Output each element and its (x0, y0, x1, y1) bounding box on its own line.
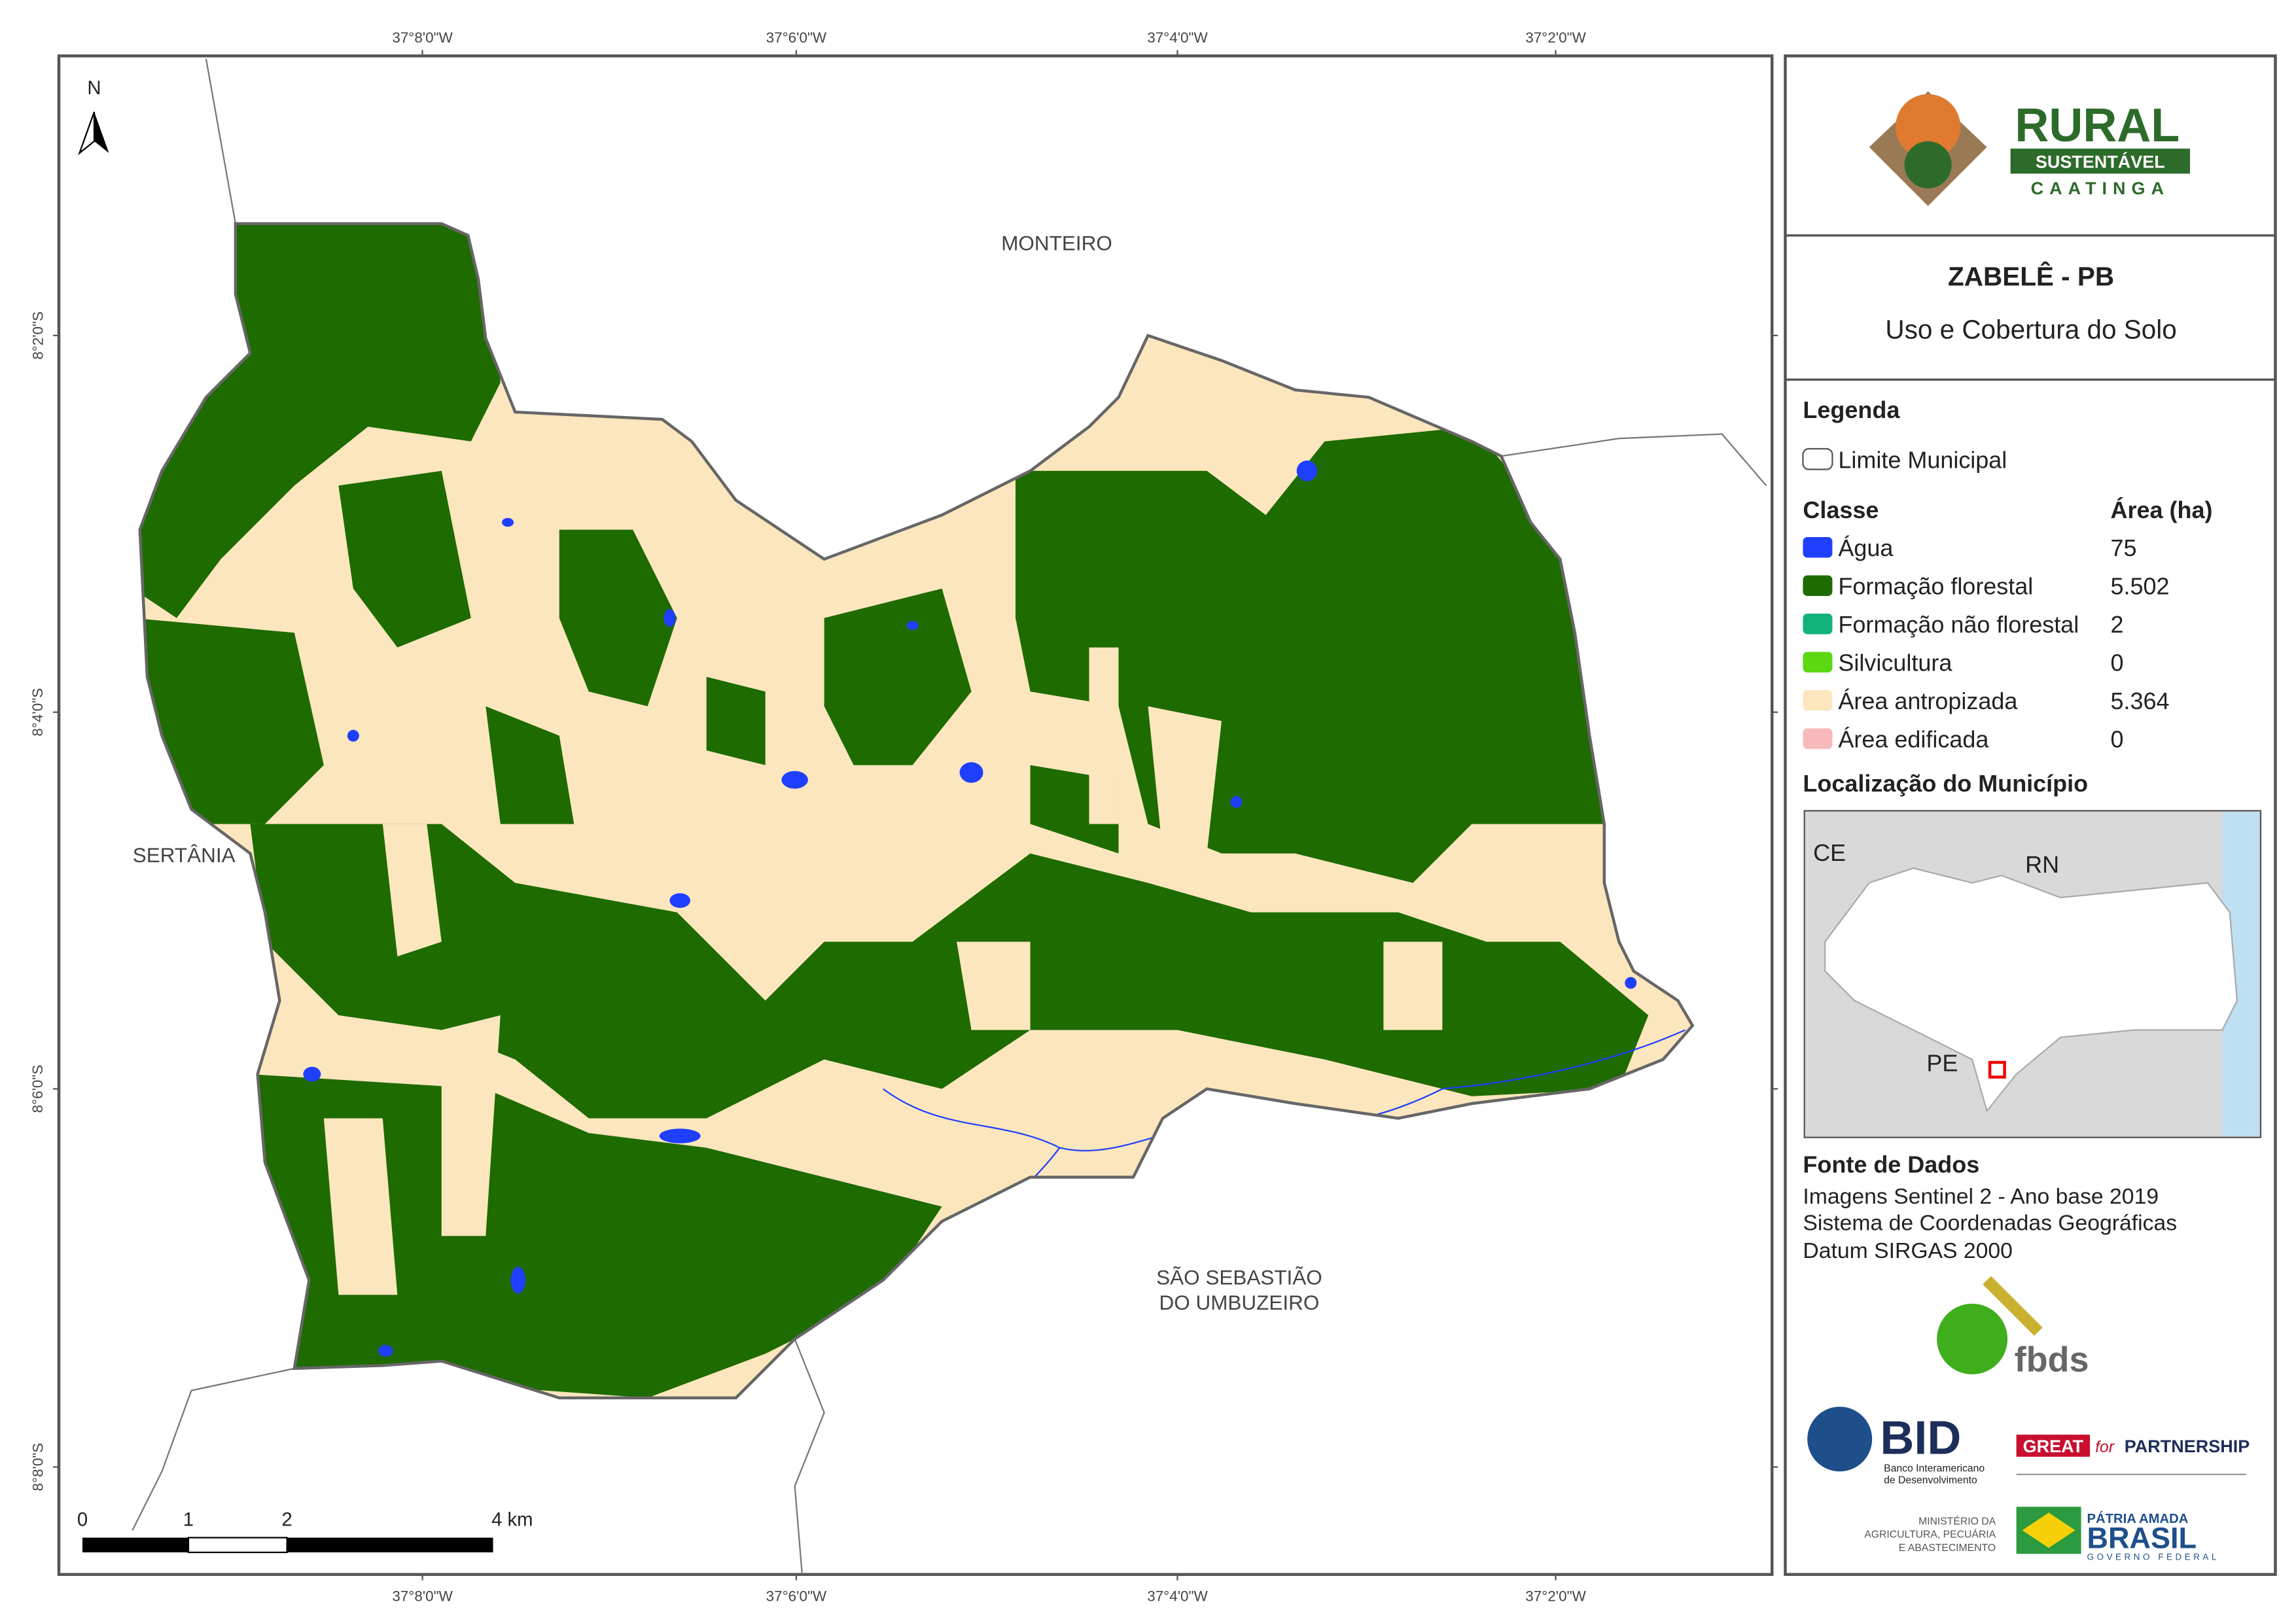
logo-text: SUSTENTÁVEL (2036, 151, 2165, 171)
lon-label: 37°2'0"W (1525, 29, 1586, 46)
legend-area: 5.364 (2111, 688, 2170, 714)
legend-rows: Água 75 Formação florestal 5.502 Formação nã… (1803, 534, 2170, 753)
logo-text: MINISTÉRIO DA (1918, 1514, 1996, 1527)
logo-text: BID (1880, 1412, 1961, 1464)
sources-line: Sistema de Coordenadas Geográficas (1803, 1210, 2177, 1235)
legend-area: 0 (2111, 726, 2124, 753)
lon-label: 37°6'0"W (766, 1588, 827, 1604)
logo-text: CAATINGA (2031, 179, 2170, 198)
north-label: N (87, 78, 101, 99)
map-subtitle: Uso e Cobertura do Solo (1885, 314, 2176, 344)
legend-swatch (1803, 537, 1833, 558)
lat-label: 8°2'0"S (29, 311, 46, 360)
lon-label: 37°8'0"W (392, 29, 453, 46)
legend-class: Silvicultura (1838, 650, 1952, 676)
lon-label: 37°4'0"W (1147, 1588, 1208, 1604)
legend-swatch (1803, 652, 1833, 672)
location-heading: Localização do Município (1803, 770, 2088, 797)
legend-class: Formação não florestal (1838, 611, 2079, 638)
scale-label: 1 (183, 1510, 194, 1531)
lat-label: 8°4'0"S (29, 688, 46, 737)
legend-class: Área antropizada (1838, 688, 2017, 714)
legend-header: Classe (1803, 497, 1879, 523)
inset-label: CE (1813, 839, 1846, 866)
logo-text: BRASIL (2087, 1521, 2197, 1554)
scale-label: 4 km (491, 1510, 533, 1531)
legend-header: Área (ha) (2111, 497, 2213, 523)
legend-area: 0 (2111, 650, 2124, 676)
legend-area: 5.502 (2111, 573, 2170, 600)
lon-label: 37°2'0"W (1525, 1588, 1586, 1604)
map-title: ZABELÊ - PB (1948, 261, 2114, 291)
legend-area: 2 (2111, 611, 2124, 638)
lat-label: 8°8'0"S (29, 1443, 46, 1492)
logo-text: GOVERNO FEDERAL (2087, 1552, 2219, 1562)
place-label: MONTEIRO (1001, 231, 1112, 254)
logo-text: for (2095, 1439, 2115, 1456)
lon-label: 37°8'0"W (392, 1588, 453, 1604)
legend-label: Limite Municipal (1838, 446, 2007, 473)
sources-heading: Fonte de Dados (1803, 1151, 1979, 1178)
legend-swatch (1803, 575, 1833, 596)
scale-label: 0 (77, 1510, 88, 1531)
inset-label: RN (2025, 851, 2059, 878)
legend-swatch (1803, 689, 1833, 711)
partner-logos: fbds BID Banco Interamericano de Desenvo… (1807, 1276, 2250, 1562)
logo-text: de Desenvolvimento (1884, 1475, 1977, 1486)
logo-text: E ABASTECIMENTO (1899, 1543, 1996, 1554)
scale-label: 2 (282, 1510, 292, 1531)
lon-label: 37°6'0"W (766, 29, 827, 46)
coordinate-labels: 37°8'0"W 37°8'0"W 37°6'0"W 37°6'0"W 37°4'0"W… (29, 29, 1586, 1604)
place-label: SERTÂNIA (133, 843, 236, 867)
logo-text: fbds (2015, 1340, 2089, 1379)
lat-label: 8°6'0"S (29, 1065, 46, 1113)
legend-class: Formação florestal (1838, 573, 2033, 600)
sources-line: Datum SIRGAS 2000 (1803, 1238, 2012, 1263)
lon-label: 37°4'0"W (1147, 29, 1208, 46)
logo-text: PARTNERSHIP (2125, 1437, 2250, 1456)
logo-text: PÁTRIA AMADA (2087, 1511, 2189, 1526)
logo-text: RURAL (2015, 99, 2180, 152)
legend-swatch (1803, 613, 1833, 635)
location-inset: CE RN PE (1803, 810, 2262, 1138)
boundary-swatch (1802, 447, 1833, 470)
legend-heading: Legenda (1803, 396, 1900, 423)
logo-text: Banco Interamericano (1884, 1463, 1985, 1474)
legend-swatch (1803, 728, 1833, 749)
place-label: SÃO SEBASTIÃO (1156, 1266, 1322, 1289)
graticule-ticks (53, 50, 1778, 1580)
legend-area: 75 (2111, 534, 2137, 561)
rural-logo: RURAL SUSTENTÁVEL CAATINGA (1869, 91, 2191, 206)
logo-text: GREAT (2023, 1437, 2084, 1456)
sources-line: Imagens Sentinel 2 - Ano base 2019 (1803, 1184, 2159, 1209)
scale-bar: 0 1 2 4 km (77, 1510, 533, 1554)
neighbor-boundaries (132, 58, 1767, 1575)
inset-label: PE (1926, 1050, 1958, 1077)
legend-class: Área edificada (1838, 726, 1988, 753)
logo-text: AGRICULTURA, PECUÁRIA (1864, 1528, 1996, 1541)
north-arrow: N (78, 78, 109, 156)
place-label: DO UMBUZEIRO (1159, 1291, 1320, 1314)
legend-class: Água (1838, 534, 1893, 561)
